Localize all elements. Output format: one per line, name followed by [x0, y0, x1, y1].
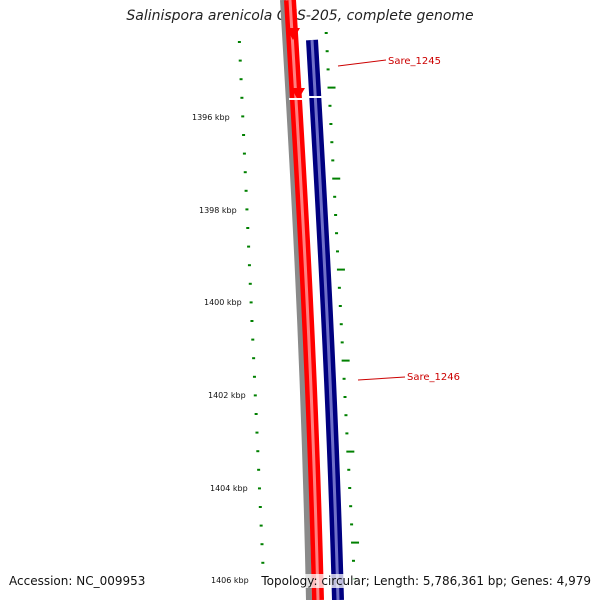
gc-skew-track [237, 32, 360, 580]
forward-gene-arrow-lower [291, 88, 305, 100]
gene-label-leader-sare-1246 [357, 376, 406, 381]
accession-label: Accession: NC_009953 [9, 574, 146, 588]
backbone-ring [280, 0, 312, 600]
scale-tick-label: 1402 kbp [208, 391, 246, 400]
scale-tick-label: 1400 kbp [204, 298, 242, 307]
gene-label-leader-sare-1245 [337, 59, 387, 67]
gene-label-sare-1245[interactable]: Sare_1245 [388, 56, 441, 67]
forward-gene-arrow-upper [286, 28, 300, 40]
scale-tick-label: 1406 kbp [211, 576, 249, 585]
gene-label-sare-1246[interactable]: Sare_1246 [407, 372, 460, 383]
genome-summary: Topology: circular; Length: 5,786,361 bp… [261, 574, 591, 588]
map-title: Salinispora arenicola CNS-205, complete … [126, 8, 474, 24]
scale-tick-label: 1398 kbp [199, 206, 237, 215]
scale-tick-label: 1396 kbp [192, 113, 230, 122]
reverse-strand-highlight [310, 39, 340, 600]
scale-tick-label: 1404 kbp [210, 484, 248, 493]
forward-strand-highlight [288, 0, 320, 600]
